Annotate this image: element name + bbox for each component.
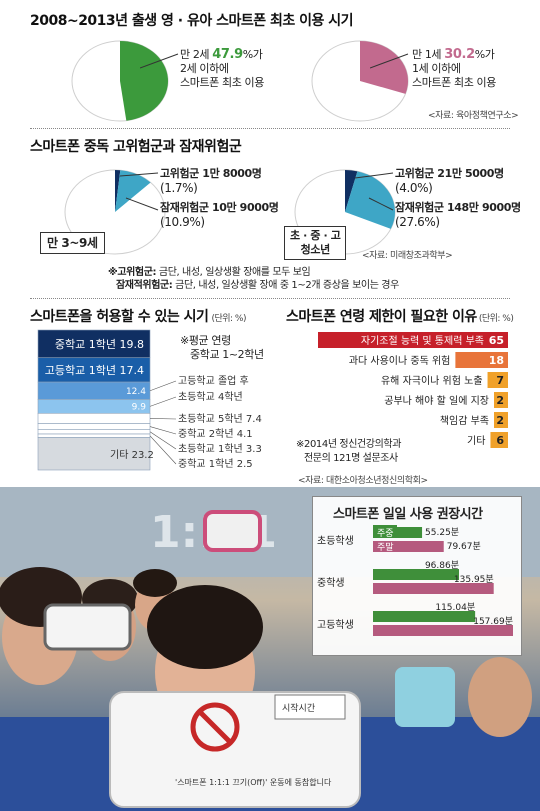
reason-value-1: 18 xyxy=(489,354,504,367)
section3-title: 스마트폰을 허용할 수 있는 시기 (단위: %) xyxy=(30,309,246,325)
usage-bar-1-0 xyxy=(373,569,459,580)
reason-value-3: 2 xyxy=(496,394,504,407)
reason-bar-0 xyxy=(318,332,508,348)
pie-right-high-slice xyxy=(345,170,358,212)
allow-bar-4 xyxy=(37,413,151,424)
reason-value-2: 7 xyxy=(496,374,504,387)
allow-leader-7 xyxy=(149,435,177,465)
pie-right-risk-leaders xyxy=(355,172,394,211)
reason-label-3: 공부나 해야 할 일에 지장 xyxy=(384,394,489,407)
usage-value-0-0: 55.25분 xyxy=(425,527,459,538)
reason-label-0: 자기조절 능력 및 통제력 부족 xyxy=(361,334,484,347)
reason-value-4: 2 xyxy=(496,414,504,427)
pie-right-leader xyxy=(370,53,409,69)
pie-left-slice xyxy=(120,41,169,121)
section2-source: <자료: 미래창조과학부> xyxy=(362,251,453,261)
risk-note-1: ※고위험군: 금단, 내성, 일상생활 장애를 모두 보임 xyxy=(108,267,311,278)
section4-source: <자료: 대한소아청소년정신의학회> xyxy=(298,476,428,486)
right-risk-labels: 고위험군 21만 5000명 (4.0%) 잠재위험군 148만 9000명 (… xyxy=(395,167,521,229)
reason-bar-4 xyxy=(494,412,508,428)
usage-category-2: 고등학생 xyxy=(317,619,354,631)
usage-value-1-0: 96.86분 xyxy=(425,560,459,571)
photo-card-caption: '스마트폰 1:1:1 끄기(Off)' 운동에 동참합니다 xyxy=(175,777,332,787)
pie-right-value: 30.2 xyxy=(444,47,475,62)
allow-leader-5 xyxy=(149,426,177,435)
section4-title: 스마트폰 연령 제한이 필요한 이유 (단위: %) xyxy=(286,309,514,325)
allow-cat-7: 중학교 1학년 2.5 xyxy=(178,458,253,470)
usage-value-2-0: 115.04분 xyxy=(435,602,475,613)
allow-cat-4: 초등학교 5학년 7.4 xyxy=(178,413,262,425)
risk-note-2: 잠재적위험군: 금단, 내성, 일상생활 장애 중 1~2개 증상을 보이는 경… xyxy=(116,280,399,291)
allow-cat-5: 중학교 2학년 4.1 xyxy=(178,428,253,440)
pie-right-slice xyxy=(360,41,408,94)
usage-legend-1: 주말 xyxy=(377,541,394,553)
reason-label-1: 과다 사용이나 중독 위험 xyxy=(349,354,451,367)
allow-cat-6: 초등학교 1학년 3.3 xyxy=(178,443,262,455)
reason-bar-3 xyxy=(494,392,508,408)
usage-category-1: 중학생 xyxy=(317,577,345,589)
left-risk-labels: 고위험군 1만 8000명 (1.7%) 잠재위험군 10만 9000명 (10… xyxy=(160,167,279,229)
section1-source: <자료: 육아정책연구소> xyxy=(428,111,519,121)
reason-label-4: 책임감 부족 xyxy=(440,414,489,427)
avg-age-note: ※평균 연령 중학교 1~2학년 xyxy=(180,334,264,361)
allow-value-2: 12.4 xyxy=(126,387,146,397)
reason-value-5: 6 xyxy=(496,434,504,447)
allow-bar-1 xyxy=(37,357,151,383)
allow-value-3: 9.9 xyxy=(132,402,147,412)
pie-left-risk-leaders xyxy=(120,172,159,211)
allow-bar-5 xyxy=(37,423,151,430)
pie-right-label: 만 1세 30.2%가 1세 이하에 스마트폰 최초 이용 xyxy=(412,47,496,90)
usage-category-0: 초등학생 xyxy=(317,535,354,547)
section1-title: 2008~2013년 출생 영 · 유아 스마트폰 최초 이용 시기 xyxy=(30,13,354,29)
pie-left-latent-slice xyxy=(115,170,151,212)
photo-card-start-time: 시작시간 xyxy=(282,703,315,714)
reason-bar-2 xyxy=(487,372,508,388)
right-age-tag: 초 · 중 · 고 청소년 xyxy=(284,226,347,260)
reason-label-5: 기타 xyxy=(467,435,485,447)
usage-value-2-1: 157.69분 xyxy=(473,616,513,627)
allow-bar-0 xyxy=(37,329,151,359)
reason-chart: 65 자기조절 능력 및 통제력 부족 18 과다 사용이나 중독 위험 7 유해 자극이… xyxy=(318,332,508,448)
allow-leader-3 xyxy=(149,396,177,407)
allow-leader-2 xyxy=(149,380,177,392)
reason-bar-5 xyxy=(490,432,508,448)
reason-bar-1 xyxy=(455,352,508,368)
usage-bar-2-1 xyxy=(373,625,513,636)
allow-bar-other xyxy=(37,437,151,471)
usage-legend-0: 주중 xyxy=(377,528,394,539)
usage-bar-2-0 xyxy=(373,611,476,622)
pie-left-leader xyxy=(140,53,179,69)
usage-value-0-1: 79.67분 xyxy=(447,541,481,552)
allow-leader-6 xyxy=(149,431,177,450)
section5-title: 스마트폰 일일 사용 권장시간 xyxy=(333,507,483,522)
reason-value-0: 65 xyxy=(489,334,504,347)
usage-value-1-1: 135.95분 xyxy=(454,574,494,585)
allow-cat-2: 고등학교 졸업 후 xyxy=(178,374,249,387)
reason-label-2: 유해 자극이나 위험 노출 xyxy=(381,374,483,387)
left-age-tag: 만 3~9세 xyxy=(40,232,105,254)
allow-age-chart: 기타 23.2 중학교 1학년 19.8 고등학교 1학년 17.4 12.4 고등학교… xyxy=(37,329,262,471)
pie-left-label: 만 2세 47.9%가 2세 이하에 스마트폰 최초 이용 xyxy=(180,47,264,90)
survey-note: ※2014년 정신건강의학과 전문의 121명 설문조사 xyxy=(296,439,402,464)
allow-bar-7 xyxy=(37,433,151,438)
pie-right-latent-slice xyxy=(345,171,395,229)
usage-bar-1-1 xyxy=(373,583,494,594)
allow-cat-3: 초등학교 4학년 xyxy=(178,391,243,403)
pie-left-infant xyxy=(71,40,169,122)
usage-bar-0-0 xyxy=(373,527,423,538)
allow-label-1: 고등학교 1학년 17.4 xyxy=(45,364,144,377)
section2-title: 스마트폰 중독 고위험군과 잠재위험군 xyxy=(30,139,242,155)
allow-label-0: 중학교 1학년 19.8 xyxy=(55,338,144,351)
pie-left-value: 47.9 xyxy=(212,47,243,62)
usage-bar-0-1 xyxy=(373,541,444,552)
pie-left-high-slice xyxy=(115,170,121,212)
pie-right-infant xyxy=(311,40,409,122)
allow-bar-6 xyxy=(37,429,151,435)
allow-other-label: 기타 23.2 xyxy=(110,449,154,461)
allow-leader-4 xyxy=(149,418,177,420)
